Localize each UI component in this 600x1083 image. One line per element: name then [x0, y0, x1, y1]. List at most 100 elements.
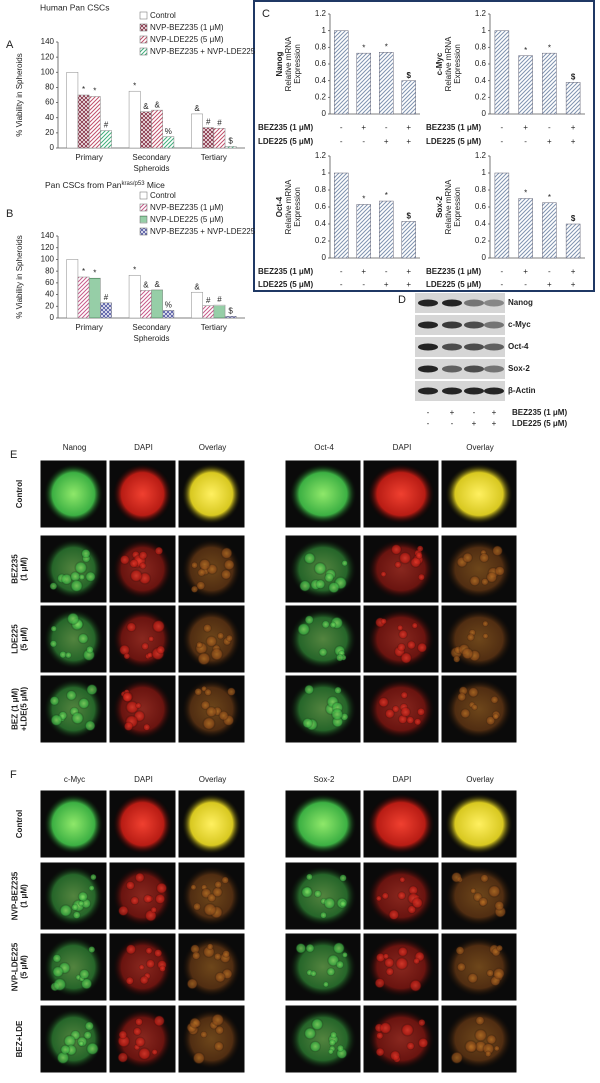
- cell-speckle: [374, 977, 386, 989]
- y-tick-label: 0.4: [475, 76, 487, 85]
- condition-mark: +: [571, 137, 576, 146]
- cell-speckle: [194, 687, 203, 696]
- cell-speckle: [139, 562, 147, 570]
- cell-speckle: [305, 943, 315, 953]
- significance-marker: *: [133, 265, 136, 274]
- cell-speckle: [190, 561, 199, 569]
- x-axis-label: Spheroids: [133, 164, 169, 173]
- cell-speckle: [84, 571, 97, 583]
- cell-speckle: [450, 1051, 464, 1065]
- y-tick-label: 1.2: [315, 151, 327, 160]
- cell-speckle: [211, 886, 223, 898]
- cell-signal: [366, 463, 436, 525]
- blot-band: [418, 321, 438, 329]
- legend-swatch: [139, 11, 148, 20]
- cell-speckle: [88, 884, 95, 892]
- bar: [151, 109, 163, 149]
- condition-mark: -: [340, 123, 343, 132]
- cell-speckle: [202, 623, 213, 633]
- cell-speckle: [196, 651, 211, 666]
- significance-marker: *: [362, 43, 365, 52]
- condition-label: LDE225 (5 μM): [512, 419, 567, 428]
- bar: [128, 90, 141, 149]
- cell-speckle: [389, 1050, 401, 1062]
- column-header: DAPI: [134, 775, 153, 784]
- y-tick-label: 0.4: [315, 76, 327, 85]
- cell-speckle: [213, 952, 222, 961]
- column-header: DAPI: [393, 775, 412, 784]
- bar: [88, 277, 101, 319]
- cell-speckle: [322, 981, 330, 988]
- bar: [202, 305, 215, 319]
- bar: [77, 94, 90, 149]
- y-axis-label: c-Myc: [435, 52, 444, 75]
- cell-speckle: [388, 909, 400, 921]
- significance-marker: *: [82, 85, 85, 94]
- cell-speckle: [467, 972, 479, 984]
- cell-speckle: [494, 565, 506, 577]
- cell-speckle: [383, 957, 395, 969]
- condition-label: LDE225 (5 μM): [258, 280, 313, 289]
- condition-mark: +: [492, 419, 497, 428]
- row-label: Control: [15, 480, 24, 508]
- condition-mark: +: [571, 123, 576, 132]
- cell-speckle: [491, 544, 504, 557]
- bar: [100, 130, 112, 149]
- bar: [88, 96, 101, 149]
- cell-speckle: [384, 708, 396, 719]
- cell-speckle: [192, 1051, 206, 1065]
- cell-speckle: [85, 1042, 100, 1056]
- chart-title: Pan CSCs from Pankras/p53 Mice: [45, 180, 165, 190]
- cell-speckle: [49, 582, 58, 591]
- y-tick-label: 0.8: [475, 42, 487, 51]
- cell-speckle: [469, 575, 481, 587]
- bar: [140, 111, 152, 149]
- y-tick-label: 0.2: [315, 236, 327, 245]
- cell-speckle: [471, 703, 479, 711]
- bar: [151, 289, 163, 319]
- bar: [565, 223, 581, 259]
- cell-speckle: [216, 632, 225, 640]
- bar: [77, 276, 90, 319]
- cell-speckle: [375, 1031, 384, 1040]
- cell-speckle: [486, 969, 495, 978]
- cell-speckle: [126, 621, 137, 633]
- cell-speckle: [328, 1038, 336, 1047]
- x-tick-label: Secondary: [132, 153, 170, 162]
- cell-speckle: [59, 650, 67, 659]
- cell-speckle: [151, 1048, 158, 1056]
- panel-label: A: [6, 39, 14, 51]
- blot-band: [484, 387, 504, 395]
- cell-speckle: [206, 943, 214, 951]
- y-tick-label: 40: [45, 290, 54, 299]
- blot-band: [442, 343, 462, 351]
- bar: [162, 136, 175, 149]
- cell-speckle: [221, 876, 230, 885]
- cell-speckle: [466, 633, 475, 642]
- cell-speckle: [482, 632, 489, 640]
- cell-speckle: [382, 953, 390, 960]
- condition-mark: -: [501, 123, 504, 132]
- cell-speckle: [158, 965, 166, 973]
- y-axis-label: Relative mRNA: [284, 179, 293, 234]
- blot-band: [464, 365, 484, 373]
- y-axis-label: Expression: [293, 44, 302, 84]
- title-part: Mice: [145, 180, 166, 190]
- significance-marker: $: [228, 137, 233, 146]
- y-tick-label: 0.2: [315, 92, 327, 101]
- y-tick-label: 0.8: [315, 42, 327, 51]
- title-part: kras/p53: [122, 181, 146, 187]
- cell-speckle: [417, 573, 426, 581]
- cell-speckle: [59, 903, 73, 918]
- cell-speckle: [379, 1021, 392, 1035]
- cell-speckle: [411, 896, 424, 909]
- condition-mark: -: [362, 137, 365, 146]
- blot-band: [442, 321, 462, 329]
- cell-speckle: [409, 556, 422, 569]
- blot-band: [464, 321, 484, 329]
- y-axis-label: Expression: [453, 187, 462, 227]
- cell-signal: [181, 463, 242, 525]
- y-tick-label: 60: [45, 278, 54, 287]
- bar: [100, 302, 112, 319]
- significance-marker: *: [93, 268, 96, 277]
